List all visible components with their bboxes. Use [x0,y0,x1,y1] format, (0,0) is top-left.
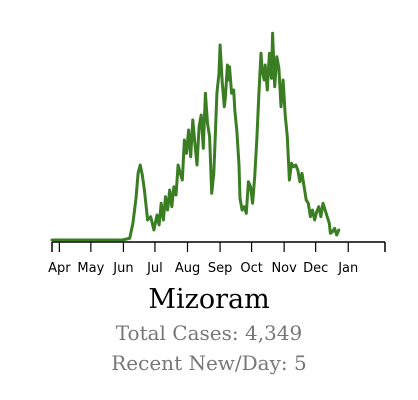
recent-new-per-day-text: Recent New/Day: 5 [111,351,307,375]
x-tick-label-oct: Oct [240,261,262,276]
x-tick-label-jan: Jan [337,261,358,276]
x-tick-label-may: May [77,261,104,276]
x-tick-label-dec: Dec [303,261,328,276]
x-tick-label-nov: Nov [271,261,297,276]
chart-svg: Apr May Jun Jul Aug Sep Oct Nov Dec Jan [48,31,386,276]
x-tick-label-apr: Apr [48,261,71,276]
chart-title: Mizoram [148,284,270,315]
total-cases-text: Total Cases: 4,349 [115,321,303,345]
series-line-0 [50,31,341,242]
series-group [50,31,341,242]
x-tick-label-sep: Sep [208,261,233,276]
x-axis: Apr May Jun Jul Aug Sep Oct Nov Dec Jan [48,241,386,276]
x-tick-label-aug: Aug [175,261,200,276]
x-tick-label-jun: Jun [112,261,133,276]
x-tick-label-jul: Jul [146,261,163,276]
